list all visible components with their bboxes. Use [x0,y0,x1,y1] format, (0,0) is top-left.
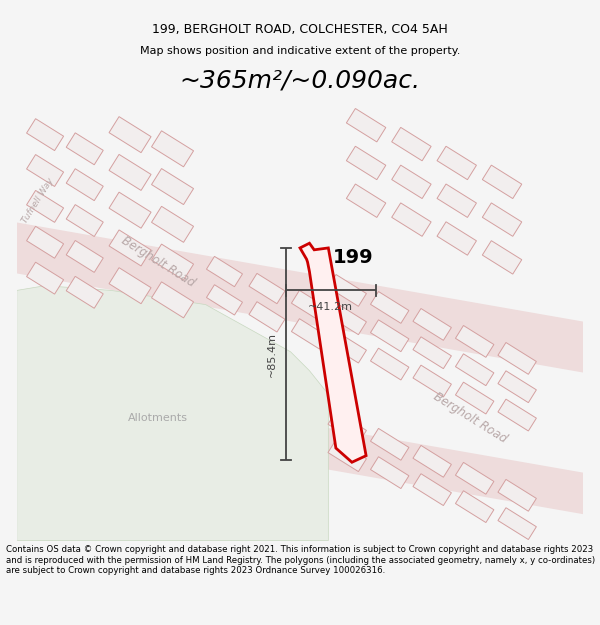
Polygon shape [66,133,103,165]
Polygon shape [346,109,386,142]
Polygon shape [26,154,64,186]
Polygon shape [109,268,151,304]
Polygon shape [437,184,476,218]
Polygon shape [66,241,103,272]
Polygon shape [152,206,194,242]
Polygon shape [328,440,367,472]
Text: ~365m²/~0.090ac.: ~365m²/~0.090ac. [179,69,421,92]
Polygon shape [152,131,194,167]
Polygon shape [26,191,64,222]
Polygon shape [300,243,366,462]
Polygon shape [17,286,328,541]
Polygon shape [152,244,194,280]
Polygon shape [437,222,476,255]
Polygon shape [66,204,103,236]
Text: ~85.4m: ~85.4m [266,332,277,377]
Polygon shape [392,165,431,199]
Polygon shape [498,342,536,374]
Polygon shape [109,192,151,228]
Polygon shape [328,331,367,363]
Polygon shape [109,154,151,191]
Polygon shape [66,276,103,308]
Polygon shape [328,274,367,306]
Polygon shape [413,474,451,506]
Text: ~41.2m: ~41.2m [308,302,353,312]
Text: Contains OS data © Crown copyright and database right 2021. This information is : Contains OS data © Crown copyright and d… [6,546,595,575]
Polygon shape [498,508,536,539]
Polygon shape [292,291,328,321]
Polygon shape [328,303,367,334]
Polygon shape [328,411,367,443]
Polygon shape [437,146,476,179]
Polygon shape [17,374,583,514]
Polygon shape [413,309,451,341]
Polygon shape [455,462,494,494]
Polygon shape [498,399,536,431]
Text: Tufnell Way: Tufnell Way [20,176,55,225]
Text: 199: 199 [333,248,374,267]
Polygon shape [482,165,522,199]
Polygon shape [249,273,285,304]
Polygon shape [413,337,451,369]
Polygon shape [455,382,494,414]
Text: Bergholt Road: Bergholt Road [431,390,509,446]
Polygon shape [292,319,328,349]
Polygon shape [26,262,64,294]
Polygon shape [370,320,409,352]
Polygon shape [152,282,194,318]
Text: 199, BERGHOLT ROAD, COLCHESTER, CO4 5AH: 199, BERGHOLT ROAD, COLCHESTER, CO4 5AH [152,22,448,36]
Polygon shape [249,302,285,332]
Polygon shape [413,446,451,478]
Polygon shape [17,222,583,372]
Polygon shape [206,256,242,287]
Polygon shape [370,428,409,460]
Polygon shape [482,203,522,236]
Polygon shape [455,354,494,386]
Polygon shape [482,241,522,274]
Polygon shape [152,169,194,204]
Polygon shape [206,285,242,315]
Polygon shape [413,365,451,397]
Polygon shape [26,119,64,151]
Polygon shape [455,326,494,357]
Polygon shape [498,479,536,511]
Text: Map shows position and indicative extent of the property.: Map shows position and indicative extent… [140,46,460,56]
Polygon shape [346,146,386,179]
Polygon shape [346,184,386,218]
Polygon shape [392,203,431,236]
Polygon shape [370,348,409,380]
Polygon shape [26,226,64,258]
Polygon shape [392,127,431,161]
Polygon shape [370,457,409,489]
Polygon shape [109,117,151,152]
Polygon shape [109,230,151,266]
Polygon shape [455,491,494,522]
Polygon shape [66,169,103,201]
Polygon shape [370,291,409,323]
Text: Bergholt Road: Bergholt Road [119,234,197,290]
Text: Allotments: Allotments [128,413,188,423]
Polygon shape [498,371,536,402]
